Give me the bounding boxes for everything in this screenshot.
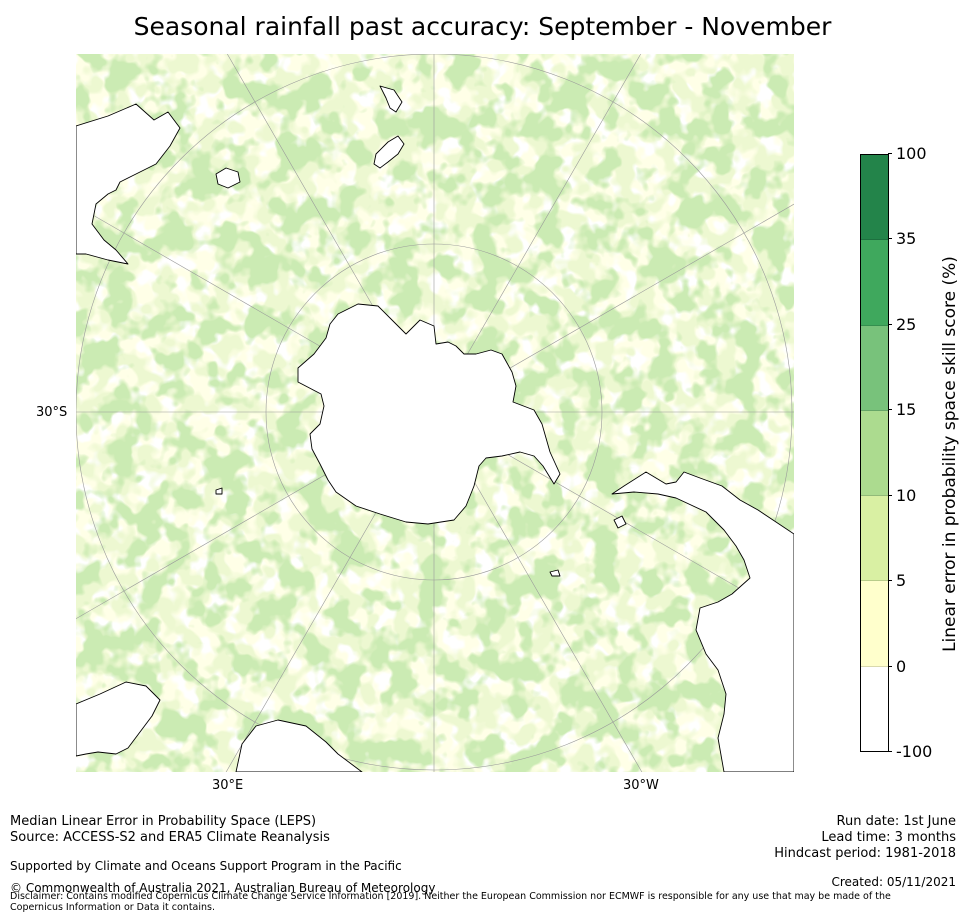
meridian-line: [226, 54, 408, 366]
colorbar-tick: 10: [887, 485, 917, 505]
polar-map: [76, 54, 794, 772]
south-america-coast: [611, 471, 794, 772]
colorbar-segment: [861, 496, 888, 582]
meridian-line: [225, 458, 408, 772]
footer-left: Median Linear Error in Probability Space…: [10, 814, 435, 896]
antarctica-coast: [297, 303, 561, 525]
footer-copyright: © Commonwealth of Australia 2021, Austra…: [10, 881, 436, 895]
tasmania: [215, 167, 241, 189]
meridian-line: [460, 54, 642, 366]
colorbar-tick-label: 10: [896, 485, 917, 505]
colorbar-tick-label: 5: [896, 571, 907, 591]
coastlines: [76, 85, 794, 772]
footer-method: Median Linear Error in Probability Space…: [10, 814, 317, 829]
footer-run-date: Run date: 1st June: [836, 814, 956, 829]
colorbar-tick-label: -100: [896, 742, 933, 761]
footer-lead-time: Lead time: 3 months: [821, 830, 956, 845]
footer-hindcast: Hindcast period: 1981-2018: [774, 846, 956, 861]
map-title: Seasonal rainfall past accuracy: Septemb…: [133, 12, 832, 41]
footer-right: Run date: 1st June Lead time: 3 months H…: [774, 814, 956, 890]
colorbar-tick: 0: [887, 656, 907, 676]
colorbar-label: Linear error in probability space skill …: [940, 256, 960, 652]
colorbar-tick-label: 25: [896, 314, 917, 334]
colorbar-segment: [861, 666, 888, 751]
australia-coast: [76, 103, 181, 265]
new-zealand-south: [373, 135, 405, 169]
africa-coast-2: [235, 719, 363, 772]
colorbar: [860, 154, 889, 752]
footer-support: Supported by Climate and Oceans Support …: [10, 859, 402, 873]
meridian-line: [480, 203, 794, 386]
colorbar-tick-label: 35: [896, 229, 917, 249]
lon-label-30e: 30°E: [212, 778, 244, 793]
colorbar-segment: [861, 325, 888, 411]
africa-coast: [76, 681, 161, 757]
colorbar-tick-label: 0: [896, 656, 907, 676]
colorbar-segment: [861, 410, 888, 497]
colorbar-tick: 100: [888, 144, 927, 163]
colorbar-tick: 35: [887, 229, 917, 249]
georgia-island: [549, 569, 561, 577]
footer-disclaimer: Disclaimer: Contains modified Copernicus…: [10, 891, 891, 913]
colorbar-tick: 5: [887, 571, 907, 591]
falkland-islands: [613, 515, 627, 529]
colorbar-segment: [861, 581, 888, 667]
meridian-line: [76, 438, 388, 620]
meridian-line: [480, 438, 794, 621]
colorbar-tick-label: 100: [896, 144, 927, 163]
colorbar-tick: -100: [887, 742, 933, 761]
colorbar-tick: 15: [887, 400, 917, 420]
colorbar-segment: [861, 240, 888, 326]
colorbar-tick: 25: [887, 314, 917, 334]
sub-antarctic-island: [215, 487, 223, 495]
new-zealand-north: [379, 85, 403, 113]
lon-label-30w: 30°W: [623, 778, 659, 793]
footer-source: Source: ACCESS-S2 and ERA5 Climate Reana…: [10, 830, 330, 845]
colorbar-segment: [861, 155, 888, 241]
colorbar-tick-label: 15: [896, 400, 917, 420]
lat-label-30s: 30°S: [36, 405, 68, 420]
map-canvas: [76, 54, 794, 772]
meridian-line: [460, 458, 643, 772]
footer-created: Created: 05/11/2021: [831, 875, 956, 889]
